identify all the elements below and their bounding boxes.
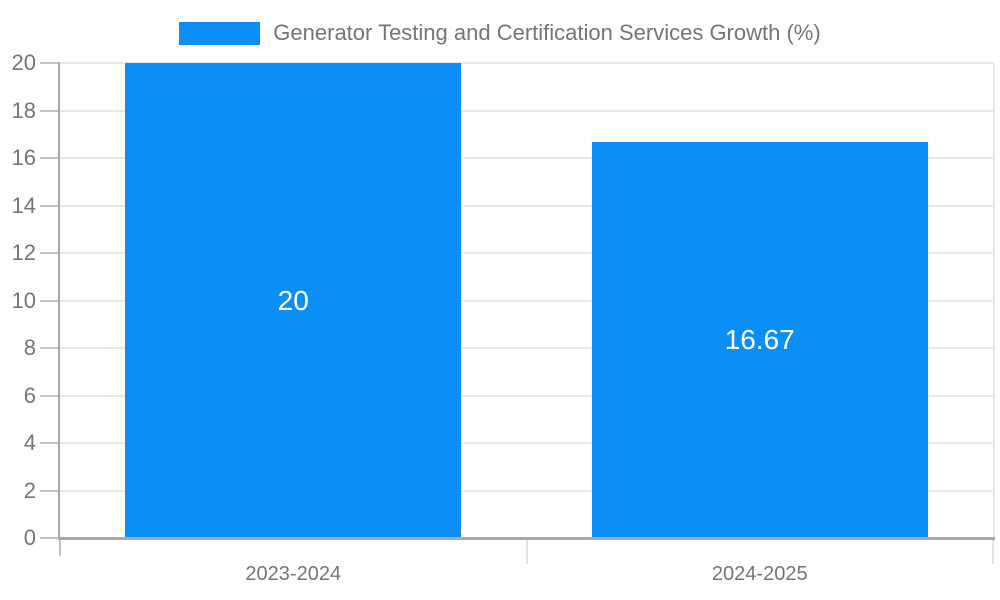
plot-area: 20 2023-2024 16.67 2024-2025 0 2 4 6 8 10 12 14 16 18… xyxy=(12,52,995,584)
gridline xyxy=(60,109,993,112)
y-tick-label: 6 xyxy=(23,382,36,408)
y-axis-line xyxy=(58,62,60,540)
gridline xyxy=(60,252,993,254)
y-axis-tick xyxy=(40,109,60,112)
y-axis-tick xyxy=(40,347,60,349)
y-axis-tick xyxy=(40,489,60,492)
y-axis-tick xyxy=(40,157,60,159)
y-axis-tick xyxy=(40,537,60,539)
plot-border-right xyxy=(993,63,995,538)
y-tick-label: 12 xyxy=(11,240,36,265)
x-axis-tick xyxy=(525,538,528,564)
legend-swatch xyxy=(179,21,261,45)
y-tick-label: 4 xyxy=(23,430,36,455)
y-tick-label: 2 xyxy=(23,477,36,503)
bar[interactable]: 20 xyxy=(125,63,462,538)
legend[interactable]: Generator Testing and Certification Serv… xyxy=(0,20,1000,46)
legend-label: Generator Testing and Certification Serv… xyxy=(273,20,821,45)
bar-value-label: 20 xyxy=(277,284,309,316)
gridline xyxy=(60,489,993,492)
x-tick-label: 2023-2024 xyxy=(245,563,342,585)
gridline xyxy=(60,442,993,444)
gridline xyxy=(60,394,993,397)
gridline xyxy=(60,347,993,349)
y-tick-label: 14 xyxy=(11,192,36,218)
x-axis-line xyxy=(58,537,995,540)
gridline xyxy=(60,62,993,64)
y-tick-label: 18 xyxy=(11,97,36,123)
gridline xyxy=(60,204,993,207)
bar-value-label: 16.67 xyxy=(724,324,795,356)
y-axis-tick xyxy=(40,442,60,444)
y-tick-label: 20 xyxy=(11,50,36,75)
x-tick-label: 2024-2025 xyxy=(711,563,808,585)
y-axis-tick xyxy=(40,252,60,254)
y-tick-label: 0 xyxy=(23,525,36,550)
y-axis-tick xyxy=(40,299,60,302)
y-axis-tick xyxy=(40,204,60,207)
x-axis-tick xyxy=(59,538,61,556)
y-axis-tick xyxy=(40,394,60,397)
gridline xyxy=(60,299,993,302)
y-tick-label: 16 xyxy=(11,145,36,170)
bar[interactable]: 16.67 xyxy=(591,142,928,538)
y-tick-label: 8 xyxy=(23,335,36,360)
y-tick-label: 10 xyxy=(11,287,36,313)
gridline xyxy=(60,157,993,159)
x-axis-tick xyxy=(992,538,994,564)
y-axis-tick xyxy=(40,62,60,64)
